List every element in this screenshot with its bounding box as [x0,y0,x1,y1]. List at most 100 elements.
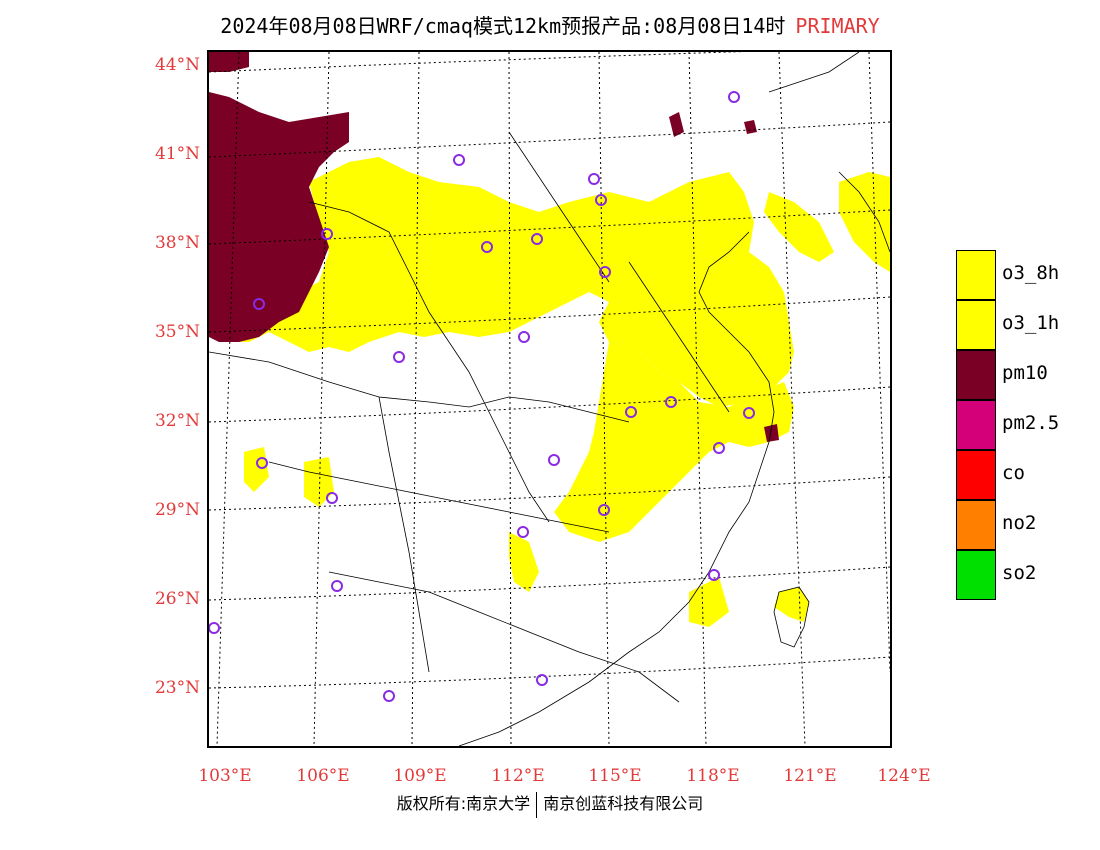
border-7 [628,261,730,413]
legend-swatch-o3-8h [956,250,996,300]
footer-owner: 版权所有:南京大学 [396,794,531,813]
lat-line-26 [209,566,890,601]
station-marker [728,91,740,103]
lon-label-115: 115°E [588,766,642,786]
taiwan-outline [773,586,810,648]
legend-label-pm10: pm10 [1002,362,1048,384]
lon-label-106: 106°E [296,766,350,786]
station-marker [383,690,395,702]
map-panel[interactable] [207,50,892,748]
border-8 [378,396,430,673]
station-marker [321,228,333,240]
lat-line-32 [209,386,890,423]
lat-label-29: 29°N [154,500,200,520]
station-marker [665,396,677,408]
border-5 [328,571,680,703]
lat-label-41: 41°N [154,144,200,164]
station-marker [708,569,720,581]
legend-label-o3-8h: o3_8h [1002,262,1060,284]
lat-line-38 [209,209,890,245]
legend-label-o3-1h: o3_1h [1002,312,1060,334]
o3-region-northeast [839,172,890,272]
legend-swatch-o3-1h [956,300,996,350]
station-marker [595,194,607,206]
lon-line-103 [216,52,240,746]
pm10-region-northwest-top [209,52,249,72]
lat-label-38: 38°N [154,233,200,253]
station-marker [256,457,268,469]
o3-region-bohai [764,192,834,262]
lat-label-32: 32°N [154,411,200,431]
pm10-region-northwest [209,92,349,342]
station-marker [393,351,405,363]
lon-line-112 [508,52,512,746]
legend-item-o3-8h: o3_8h [956,250,1076,300]
coastline [458,231,775,746]
lon-label-118: 118°E [686,766,740,786]
border-4 [268,461,610,533]
border-2 [308,201,450,343]
station-marker [743,407,755,419]
border-1 [209,351,630,423]
lon-label-121: 121°E [783,766,837,786]
o3-region-guizhou [304,457,334,507]
lat-line-41 [209,121,890,158]
o3-region-fujian [689,577,729,627]
legend-item-no2: no2 [956,500,1076,550]
lat-line-35 [209,296,890,333]
station-marker [209,622,220,634]
legend-swatch-no2 [956,500,996,550]
legend: o3_8h o3_1h pm10 pm2.5 co no2 so2 [956,250,1076,600]
o3-region-jianghuai [554,342,794,542]
legend-swatch-pm10 [956,350,996,400]
o3-region-west-patch [244,447,269,492]
legend-label-no2: no2 [1002,512,1037,534]
station-marker [453,154,465,166]
legend-label-so2: so2 [1002,562,1037,584]
station-marker [517,526,529,538]
legend-swatch-pm25 [956,400,996,450]
border-6 [508,131,610,283]
station-marker [588,173,600,185]
station-marker [331,580,343,592]
station-marker [481,241,493,253]
lat-label-35: 35°N [154,322,200,342]
latitude-lines [209,52,890,689]
lat-label-44: 44°N [154,55,200,75]
o3-layer [219,157,890,627]
legend-swatch-co [956,450,996,500]
lon-label-124: 124°E [877,766,931,786]
lon-line-118 [688,52,707,746]
station-markers [209,91,755,702]
station-marker [625,406,637,418]
legend-label-co: co [1002,462,1025,484]
legend-item-pm25: pm2.5 [956,400,1076,450]
o3-region-huabei-east [624,252,794,407]
legend-item-pm10: pm10 [956,350,1076,400]
title-main: 2024年08月08日WRF/cmaq模式12km预报产品:08月08日14时 [220,14,786,38]
lon-label-103: 103°E [198,766,252,786]
station-marker [598,504,610,516]
pm10-spot-coast [764,424,779,442]
map-title: 2024年08月08日WRF/cmaq模式12km预报产品:08月08日14时 P… [0,10,1100,39]
pm10-spot-ne-2 [744,120,757,134]
copyright-footer: 版权所有:南京大学 南京创蓝科技有限公司 [0,790,1100,818]
lon-line-109 [411,52,420,746]
province-borders [209,52,890,746]
lon-label-109: 109°E [393,766,447,786]
lon-line-115 [598,52,610,746]
legend-label-pm25: pm2.5 [1002,412,1060,434]
lon-line-121 [778,52,806,746]
pm10-layer [209,52,779,442]
pollution-map [209,52,890,746]
station-marker [253,298,265,310]
station-marker [326,492,338,504]
lon-line-124 [868,52,890,673]
lat-line-29 [209,476,890,511]
border-3 [448,341,550,523]
footer-company: 南京创蓝科技有限公司 [543,794,704,813]
border-ne [768,52,860,93]
lat-line-44 [209,52,745,73]
o3-region-south-1 [509,532,539,592]
station-marker [599,266,611,278]
